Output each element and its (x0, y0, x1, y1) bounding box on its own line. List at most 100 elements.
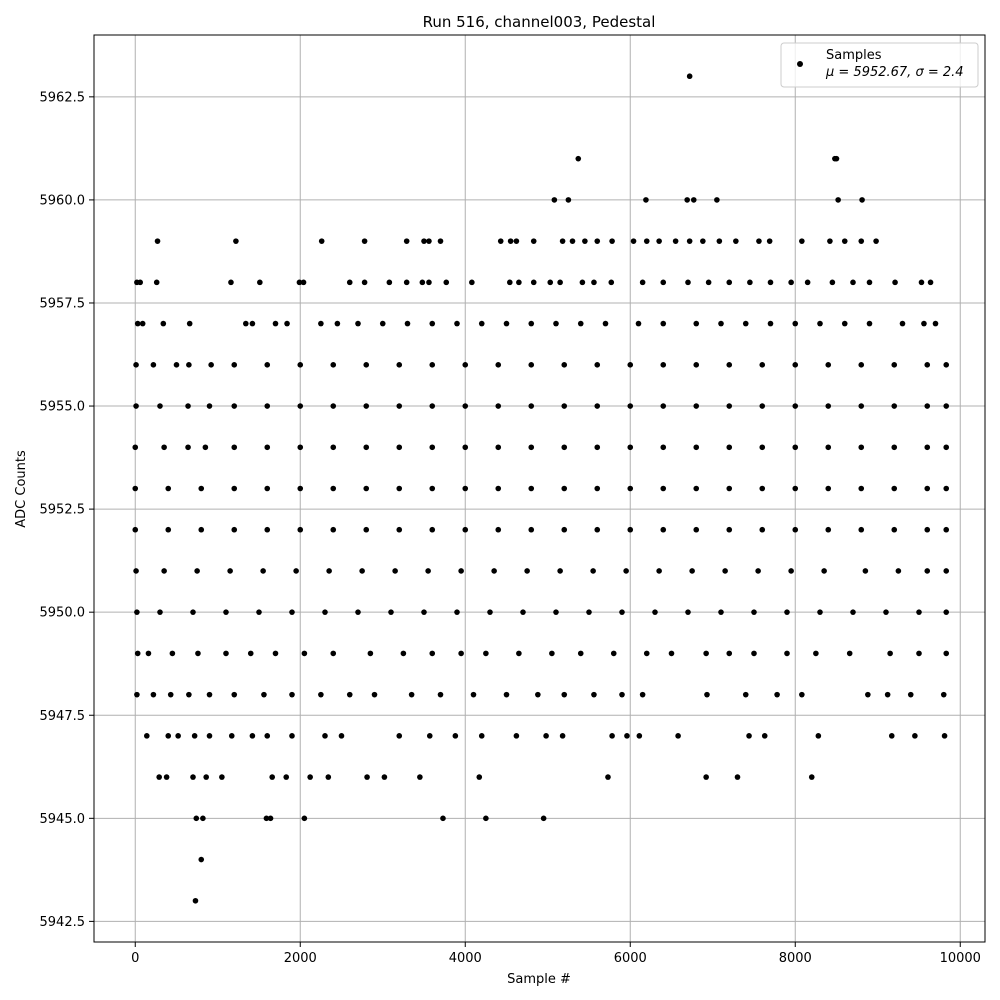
data-point (577, 320, 584, 327)
data-point (594, 403, 601, 409)
data-point (195, 650, 201, 657)
data-point (660, 320, 667, 327)
data-point (804, 279, 811, 286)
data-point (429, 362, 436, 368)
data-point (530, 238, 537, 244)
data-point (157, 609, 163, 615)
data-point (943, 650, 950, 657)
data-point (577, 650, 584, 657)
data-point (825, 444, 832, 451)
data-point (891, 526, 898, 533)
data-point (799, 691, 805, 698)
data-point (396, 485, 403, 492)
data-point (462, 526, 469, 533)
x-tick-label: 10000 (940, 951, 981, 966)
data-point (726, 444, 733, 451)
data-point (516, 650, 522, 657)
data-point (561, 526, 568, 533)
data-point (726, 650, 733, 657)
data-point (296, 279, 303, 286)
data-point (297, 485, 304, 492)
data-point (619, 691, 625, 698)
data-point (249, 320, 256, 327)
data-point (426, 238, 432, 244)
data-point (231, 691, 238, 698)
data-point (703, 650, 709, 657)
data-point (767, 320, 774, 327)
data-point (921, 320, 927, 327)
data-point (693, 320, 700, 327)
data-point (594, 238, 601, 244)
data-point (223, 609, 229, 615)
data-point (841, 238, 848, 244)
data-point (907, 691, 914, 698)
data-point (591, 279, 597, 286)
data-point (827, 238, 833, 244)
data-point (417, 774, 423, 780)
data-point (208, 362, 214, 368)
data-point (503, 320, 510, 327)
data-point (846, 650, 853, 657)
data-point (440, 815, 446, 822)
data-point (759, 362, 766, 368)
data-point (163, 774, 170, 780)
plot-area-frame (93, 34, 986, 943)
data-point (165, 485, 172, 492)
data-point (943, 568, 950, 574)
data-point (388, 609, 394, 615)
data-point (689, 568, 695, 574)
data-point (835, 197, 841, 203)
data-point (609, 733, 615, 739)
data-point (927, 279, 934, 286)
data-point (825, 362, 832, 368)
data-point (639, 691, 646, 698)
x-tick-label: 4000 (449, 951, 482, 966)
data-point (627, 485, 634, 492)
data-point (759, 403, 766, 409)
data-point (624, 733, 630, 739)
data-point (421, 238, 427, 244)
data-point (815, 733, 822, 739)
data-point (528, 485, 535, 492)
data-point (261, 691, 267, 698)
data-point (916, 609, 922, 615)
data-point (346, 279, 353, 286)
data-point (386, 279, 393, 286)
data-point (704, 691, 710, 698)
data-point (718, 320, 724, 327)
data-point (462, 444, 469, 451)
data-point (429, 526, 436, 533)
data-point (693, 526, 700, 533)
data-point (943, 609, 950, 615)
data-point (297, 444, 304, 451)
data-point (264, 444, 271, 451)
data-point (392, 568, 398, 574)
data-point (817, 609, 823, 615)
data-point (559, 238, 566, 244)
data-point (660, 403, 667, 409)
data-point (322, 609, 328, 615)
data-point (495, 526, 502, 533)
data-point (675, 733, 681, 739)
data-point (470, 691, 477, 698)
data-point (231, 526, 238, 533)
data-point (575, 155, 582, 162)
data-point (231, 362, 238, 368)
data-point (200, 815, 206, 822)
data-point (421, 609, 427, 615)
y-tick-label: 5950.0 (40, 606, 86, 621)
data-point (137, 279, 143, 286)
data-point (156, 774, 162, 780)
data-point (396, 526, 403, 533)
data-point (429, 403, 436, 409)
data-point (301, 650, 308, 657)
data-point (516, 279, 522, 286)
data-point (160, 320, 167, 327)
data-point (144, 733, 150, 739)
data-point (192, 897, 199, 904)
data-point (346, 691, 353, 698)
data-point (940, 691, 947, 698)
x-tick-label: 6000 (614, 951, 647, 966)
data-point (132, 526, 139, 533)
data-point (233, 238, 239, 244)
